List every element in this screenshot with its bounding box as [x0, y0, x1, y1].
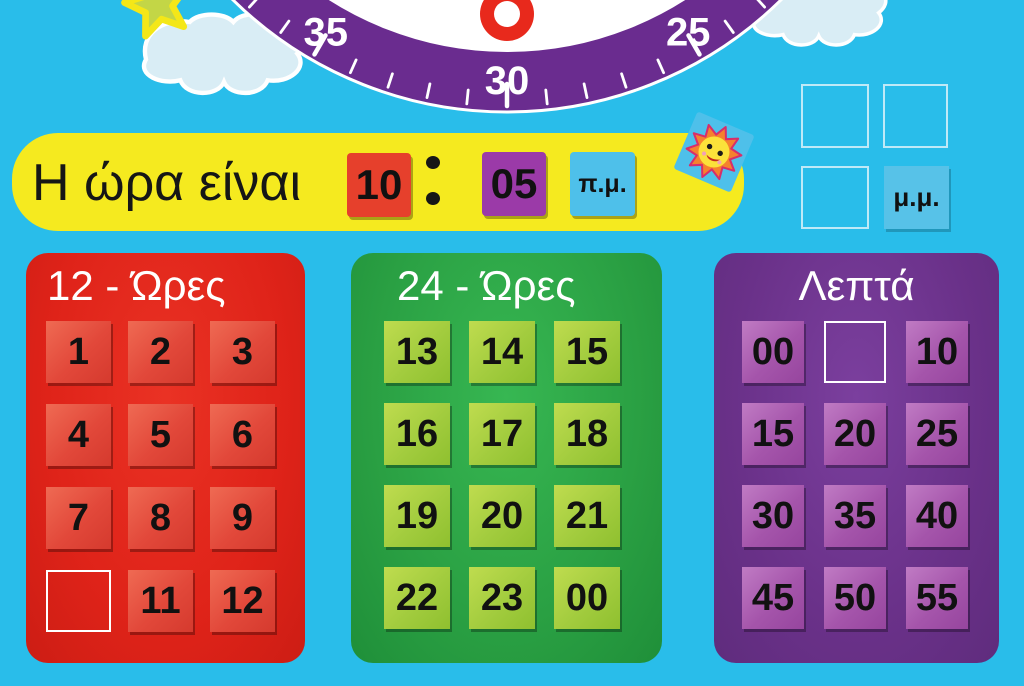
svg-text:30: 30	[485, 59, 530, 103]
svg-text:35: 35	[304, 10, 349, 54]
svg-text:25: 25	[666, 10, 711, 54]
